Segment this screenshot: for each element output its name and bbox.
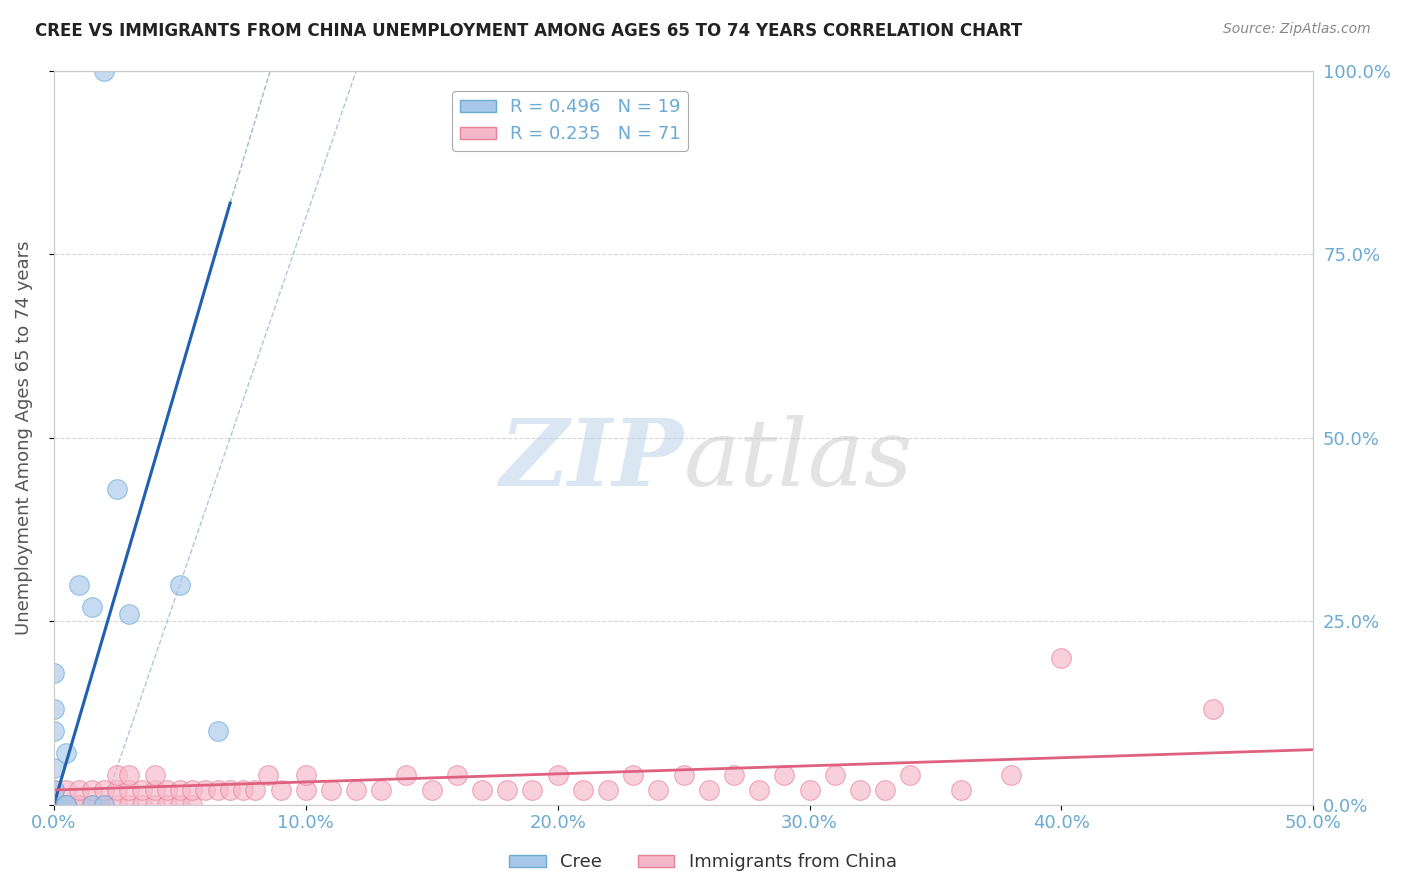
Point — [42, 797, 65, 812]
Point — [42, 702, 65, 716]
Legend: Cree, Immigrants from China: Cree, Immigrants from China — [502, 847, 904, 879]
Point — [118, 783, 141, 797]
Point — [446, 768, 468, 782]
Point — [93, 797, 115, 812]
Point — [42, 724, 65, 739]
Point — [294, 783, 316, 797]
Point — [80, 797, 103, 812]
Point — [55, 797, 77, 812]
Point — [42, 797, 65, 812]
Point — [344, 783, 367, 797]
Point — [496, 783, 519, 797]
Point — [118, 797, 141, 812]
Point — [118, 607, 141, 621]
Point — [219, 783, 242, 797]
Point — [67, 797, 90, 812]
Point — [194, 783, 217, 797]
Point — [105, 482, 128, 496]
Point — [42, 761, 65, 775]
Point — [773, 768, 796, 782]
Point — [67, 797, 90, 812]
Point — [42, 783, 65, 797]
Point — [1050, 651, 1073, 665]
Point — [131, 783, 153, 797]
Point — [181, 783, 204, 797]
Point — [207, 724, 229, 739]
Text: Source: ZipAtlas.com: Source: ZipAtlas.com — [1223, 22, 1371, 37]
Point — [93, 797, 115, 812]
Point — [105, 768, 128, 782]
Point — [131, 797, 153, 812]
Text: ZIP: ZIP — [499, 415, 683, 505]
Point — [55, 783, 77, 797]
Legend: R = 0.496   N = 19, R = 0.235   N = 71: R = 0.496 N = 19, R = 0.235 N = 71 — [453, 91, 688, 151]
Point — [55, 797, 77, 812]
Point — [42, 797, 65, 812]
Point — [799, 783, 821, 797]
Point — [55, 797, 77, 812]
Point — [395, 768, 418, 782]
Point — [93, 783, 115, 797]
Point — [156, 797, 179, 812]
Point — [257, 768, 280, 782]
Point — [42, 797, 65, 812]
Point — [42, 783, 65, 797]
Point — [169, 783, 191, 797]
Point — [143, 783, 166, 797]
Point — [723, 768, 745, 782]
Point — [824, 768, 846, 782]
Point — [143, 768, 166, 782]
Text: CREE VS IMMIGRANTS FROM CHINA UNEMPLOYMENT AMONG AGES 65 TO 74 YEARS CORRELATION: CREE VS IMMIGRANTS FROM CHINA UNEMPLOYME… — [35, 22, 1022, 40]
Point — [596, 783, 619, 797]
Point — [93, 797, 115, 812]
Point — [169, 797, 191, 812]
Point — [319, 783, 342, 797]
Point — [547, 768, 569, 782]
Point — [80, 797, 103, 812]
Text: atlas: atlas — [683, 415, 912, 505]
Point — [873, 783, 896, 797]
Point — [1201, 702, 1223, 716]
Point — [949, 783, 972, 797]
Point — [370, 783, 392, 797]
Point — [245, 783, 267, 797]
Point — [672, 768, 695, 782]
Point — [105, 783, 128, 797]
Point — [748, 783, 770, 797]
Point — [1000, 768, 1022, 782]
Point — [647, 783, 669, 797]
Point — [522, 783, 544, 797]
Point — [294, 768, 316, 782]
Point — [55, 747, 77, 761]
Point — [697, 783, 720, 797]
Point — [42, 665, 65, 680]
Point — [849, 783, 872, 797]
Point — [169, 577, 191, 591]
Point — [232, 783, 254, 797]
Point — [67, 783, 90, 797]
Point — [471, 783, 494, 797]
Point — [80, 599, 103, 614]
Point — [118, 768, 141, 782]
Point — [93, 64, 115, 78]
Point — [156, 783, 179, 797]
Point — [207, 783, 229, 797]
Point — [420, 783, 443, 797]
Y-axis label: Unemployment Among Ages 65 to 74 years: Unemployment Among Ages 65 to 74 years — [15, 241, 32, 635]
Point — [80, 783, 103, 797]
Point — [105, 797, 128, 812]
Point — [55, 797, 77, 812]
Point — [42, 797, 65, 812]
Point — [621, 768, 644, 782]
Point — [67, 577, 90, 591]
Point — [55, 797, 77, 812]
Point — [181, 797, 204, 812]
Point — [80, 797, 103, 812]
Point — [270, 783, 292, 797]
Point — [898, 768, 921, 782]
Point — [572, 783, 595, 797]
Point — [143, 797, 166, 812]
